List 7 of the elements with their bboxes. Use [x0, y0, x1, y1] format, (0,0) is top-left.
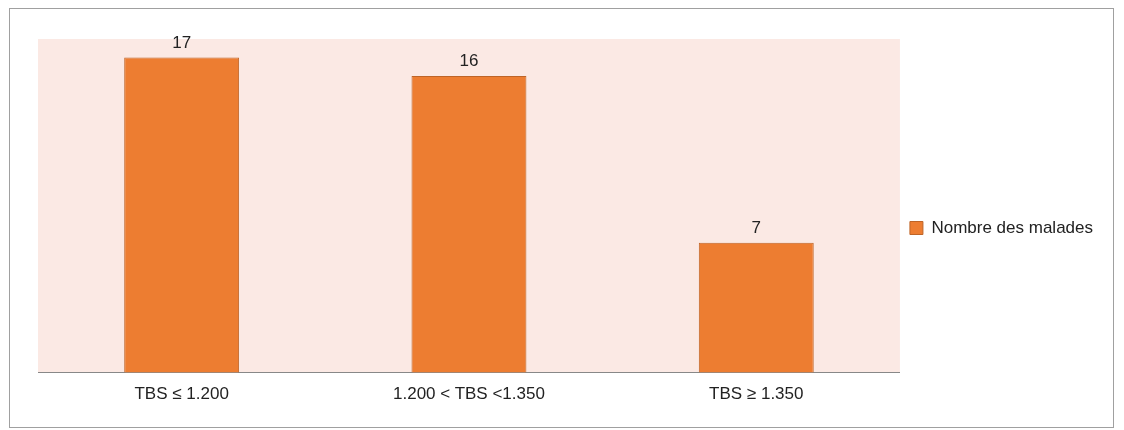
x-tick-label: 1.200 < TBS <1.350: [393, 384, 545, 404]
data-label: 16: [459, 51, 479, 71]
data-label: 7: [751, 218, 762, 238]
x-tick-label: TBS ≥ 1.350: [709, 384, 804, 404]
data-label: 17: [172, 32, 192, 52]
legend-label: Nombre des malades: [931, 217, 1093, 237]
x-tick-label: TBS ≤ 1.200: [134, 384, 229, 404]
